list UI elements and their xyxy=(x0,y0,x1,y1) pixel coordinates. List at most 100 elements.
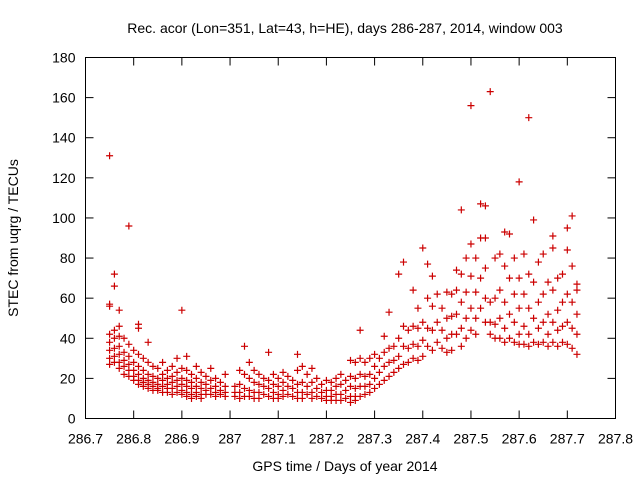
data-point xyxy=(400,342,407,350)
data-point xyxy=(506,334,513,342)
data-point xyxy=(419,336,427,344)
data-point xyxy=(313,384,321,392)
data-point xyxy=(168,378,176,386)
data-point xyxy=(106,360,114,368)
data-point xyxy=(539,290,547,298)
data-point xyxy=(183,376,191,384)
y-tick-label: 180 xyxy=(52,50,76,66)
data-point xyxy=(269,388,277,396)
data-point xyxy=(207,384,215,392)
data-point xyxy=(188,370,195,378)
data-point xyxy=(491,254,499,262)
data-point xyxy=(236,366,244,374)
data-point xyxy=(274,394,282,402)
data-point xyxy=(428,346,436,354)
data-point xyxy=(520,290,528,298)
data-point xyxy=(110,352,118,360)
data-point xyxy=(530,314,538,322)
data-point xyxy=(106,354,114,362)
data-point xyxy=(294,380,301,388)
data-point xyxy=(438,304,446,312)
data-point xyxy=(419,318,427,326)
data-point xyxy=(173,354,181,362)
data-point xyxy=(481,234,489,242)
data-point xyxy=(486,318,494,326)
data-point xyxy=(207,376,215,384)
data-point xyxy=(115,322,123,330)
data-point xyxy=(534,340,542,348)
data-point xyxy=(510,290,518,298)
data-point xyxy=(106,346,114,354)
data-point xyxy=(419,244,427,252)
data-point xyxy=(318,380,326,388)
data-point xyxy=(457,342,465,350)
data-point xyxy=(337,370,345,378)
data-point xyxy=(472,330,480,338)
data-point xyxy=(568,324,576,332)
data-point xyxy=(501,324,509,332)
data-point xyxy=(467,326,475,334)
data-point xyxy=(467,304,475,312)
data-point xyxy=(192,374,200,382)
data-point xyxy=(221,382,229,390)
data-point xyxy=(371,384,379,392)
data-point xyxy=(149,362,157,370)
data-point xyxy=(274,374,282,382)
data-point xyxy=(183,352,191,360)
data-point xyxy=(380,362,388,370)
data-point xyxy=(390,342,398,350)
data-point xyxy=(400,360,407,368)
data-point xyxy=(356,392,364,400)
data-point xyxy=(216,390,224,398)
data-point xyxy=(539,250,547,258)
data-point xyxy=(236,380,244,388)
data-point xyxy=(501,298,509,306)
data-point xyxy=(308,388,316,396)
data-point xyxy=(496,250,504,258)
data-point xyxy=(279,368,287,376)
data-point xyxy=(159,376,167,384)
data-point xyxy=(173,382,181,390)
data-point xyxy=(414,342,422,350)
data-point xyxy=(168,390,176,398)
data-point xyxy=(467,272,475,280)
y-tick-label: 120 xyxy=(52,170,76,186)
data-point xyxy=(453,286,460,294)
y-tick-label: 20 xyxy=(60,370,76,386)
data-point xyxy=(515,330,523,338)
data-point xyxy=(481,202,489,210)
plot-frame xyxy=(85,57,616,419)
data-point xyxy=(443,288,451,296)
data-point xyxy=(477,274,485,282)
data-point xyxy=(135,370,142,378)
data-point xyxy=(457,206,465,214)
data-point xyxy=(351,384,359,392)
y-tick-label: 140 xyxy=(52,130,76,146)
data-point xyxy=(486,330,494,338)
data-point xyxy=(549,318,557,326)
data-point xyxy=(115,350,123,358)
data-point xyxy=(260,382,268,390)
data-point xyxy=(255,394,263,402)
data-point xyxy=(554,342,562,350)
data-point xyxy=(279,392,287,400)
data-point xyxy=(506,230,513,238)
data-point xyxy=(501,228,509,236)
data-point xyxy=(506,274,513,282)
data-point xyxy=(462,334,470,342)
data-point xyxy=(168,384,176,392)
data-point xyxy=(135,324,142,332)
data-point xyxy=(125,340,133,348)
data-point xyxy=(298,362,306,370)
x-tick-label: 287.4 xyxy=(405,431,440,447)
data-point xyxy=(428,302,436,310)
data-point xyxy=(192,362,200,370)
data-point xyxy=(457,298,465,306)
data-point xyxy=(409,340,417,348)
data-point xyxy=(380,332,388,340)
data-point xyxy=(106,302,114,310)
data-point xyxy=(549,232,557,240)
data-point xyxy=(563,318,571,326)
data-point xyxy=(144,384,152,392)
data-point xyxy=(530,216,538,224)
